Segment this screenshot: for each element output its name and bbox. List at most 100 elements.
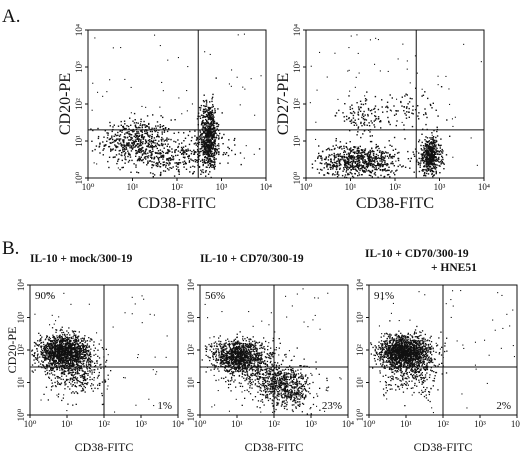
data-point [263, 337, 265, 339]
y-tick-label: 10⁰ [292, 171, 302, 184]
data-point [59, 354, 62, 356]
data-point [162, 170, 165, 172]
data-point [335, 144, 337, 146]
data-point [432, 165, 435, 167]
data-point [416, 72, 418, 74]
data-point [205, 157, 208, 159]
data-point [52, 367, 55, 369]
data-point [330, 159, 332, 161]
data-point [208, 131, 210, 133]
data-point [199, 115, 201, 118]
data-point [136, 134, 138, 137]
data-point [73, 379, 75, 381]
data-point [401, 105, 403, 107]
data-point [49, 362, 51, 365]
data-point [83, 365, 85, 367]
data-point [357, 165, 359, 168]
data-point [77, 345, 79, 347]
data-point [44, 367, 47, 370]
data-point [66, 362, 68, 364]
data-point [389, 154, 391, 156]
data-point [452, 156, 454, 158]
data-point [78, 335, 80, 337]
data-point [147, 146, 150, 148]
data-point [82, 353, 84, 355]
data-point [170, 119, 172, 121]
data-point [53, 340, 56, 342]
data-point [379, 121, 381, 123]
data-point [66, 356, 69, 358]
data-point [83, 360, 86, 362]
data-point [141, 134, 143, 136]
data-point [196, 161, 199, 163]
data-point [92, 390, 94, 392]
data-point [91, 360, 93, 362]
data-point [432, 161, 434, 163]
data-point [68, 340, 70, 343]
data-point [107, 134, 109, 136]
data-point [184, 163, 186, 165]
data-point [214, 137, 216, 139]
data-point [343, 159, 345, 162]
data-point [397, 58, 399, 60]
data-point [388, 140, 390, 142]
data-point [142, 161, 145, 164]
data-point [158, 152, 160, 154]
data-point [93, 354, 95, 356]
data-point [426, 143, 428, 146]
data-point [40, 354, 42, 356]
data-point [152, 150, 154, 152]
data-point [422, 168, 424, 171]
data-point [365, 165, 368, 168]
data-point [73, 358, 76, 360]
data-point [65, 351, 67, 353]
data-point [374, 161, 376, 163]
data-point [167, 159, 170, 161]
data-point [207, 159, 209, 161]
data-point [139, 144, 141, 147]
data-point [204, 144, 206, 147]
data-point [74, 349, 76, 351]
data-point [422, 94, 425, 96]
data-point [333, 159, 335, 161]
data-point [428, 158, 430, 161]
data-point [213, 159, 216, 161]
data-point [158, 159, 160, 161]
data-point [377, 118, 379, 120]
data-point [336, 160, 338, 163]
data-point [165, 164, 167, 166]
data-point [203, 94, 205, 96]
data-point [383, 169, 385, 171]
x-tick-label: 10² [98, 419, 110, 429]
data-point [208, 149, 210, 151]
data-point [195, 139, 198, 141]
data-point [99, 142, 101, 144]
data-point [76, 359, 78, 361]
data-point [90, 355, 92, 358]
data-point [131, 143, 133, 145]
data-point [346, 165, 348, 167]
data-point [85, 363, 88, 365]
data-point [131, 159, 133, 162]
data-point [363, 162, 365, 165]
data-point [86, 343, 89, 345]
data-point [44, 354, 46, 356]
data-point [67, 337, 69, 339]
data-point [162, 163, 164, 166]
data-point [159, 126, 161, 128]
data-point [124, 377, 126, 379]
data-point [74, 369, 76, 371]
data-point [64, 370, 66, 373]
data-point [177, 162, 179, 164]
data-point [206, 146, 209, 148]
data-point [378, 147, 380, 150]
data-point [70, 348, 73, 350]
data-point [205, 371, 207, 373]
data-point [61, 359, 63, 362]
data-point [340, 164, 342, 166]
data-point [128, 153, 131, 155]
data-point [135, 166, 137, 168]
data-point [369, 39, 371, 41]
data-point [199, 131, 202, 133]
data-point [139, 149, 141, 152]
